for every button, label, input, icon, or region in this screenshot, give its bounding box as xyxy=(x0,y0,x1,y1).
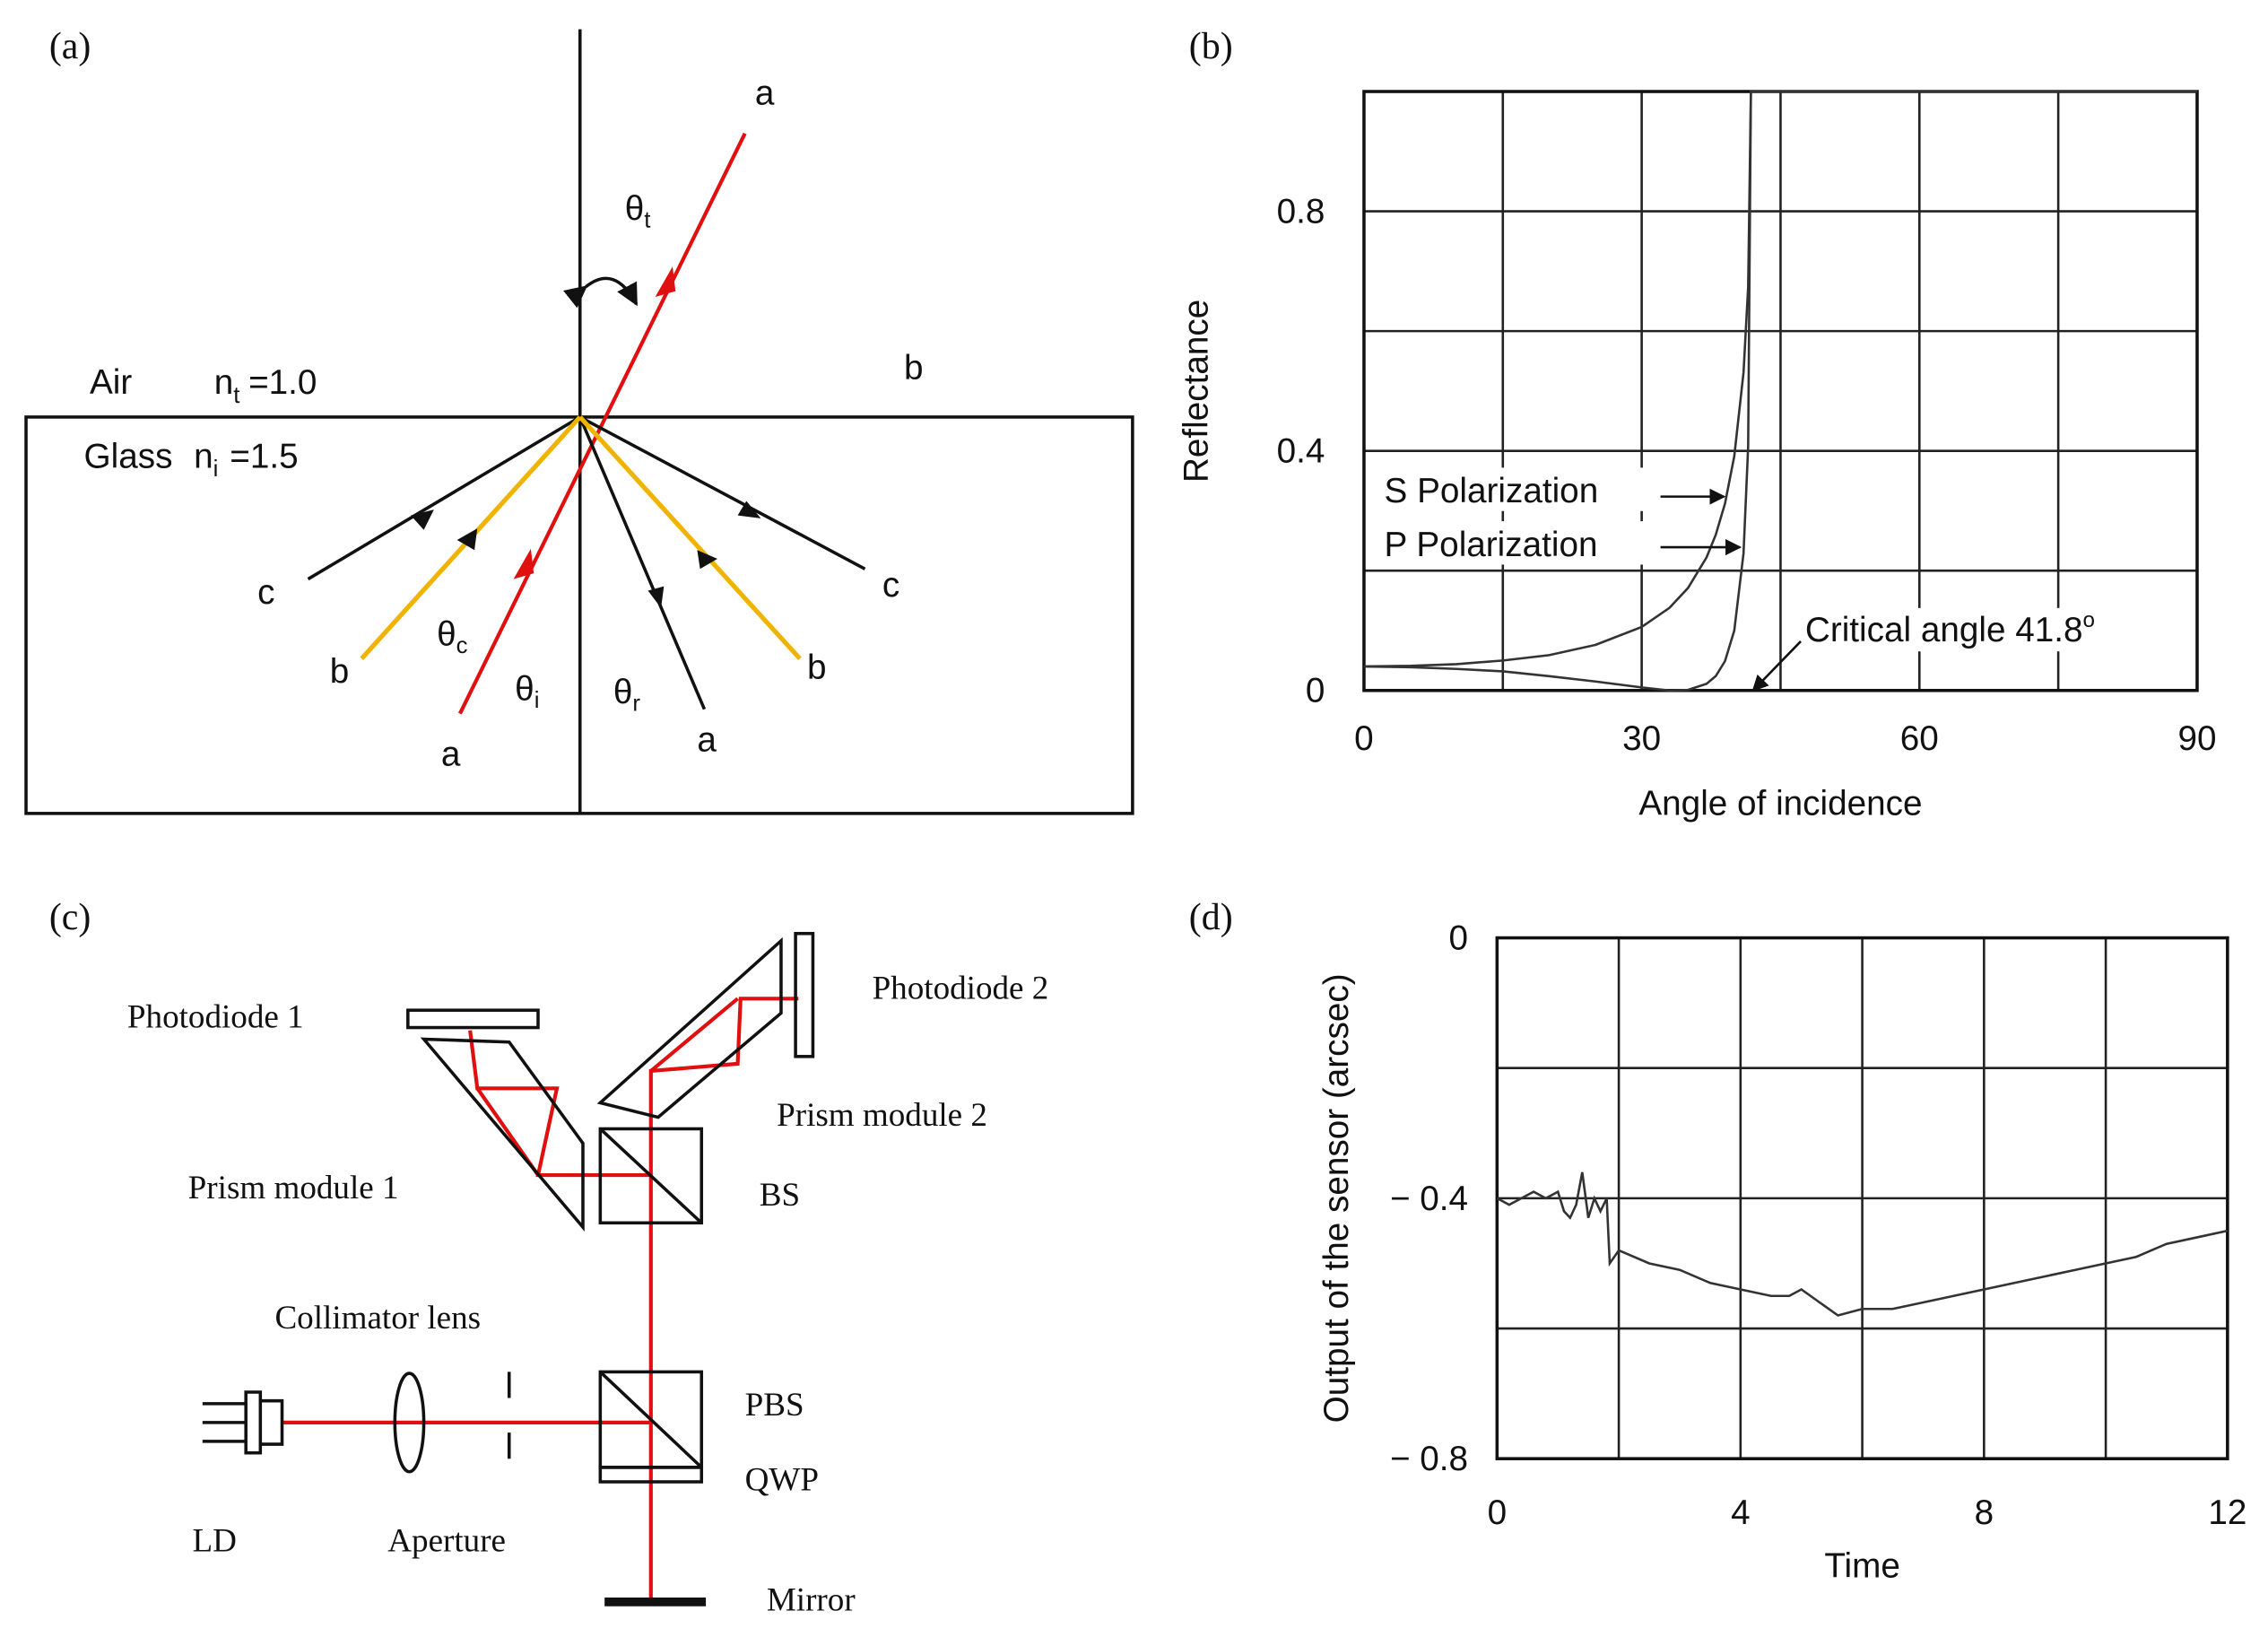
ray-label: a xyxy=(697,721,717,760)
ray-a xyxy=(458,132,747,715)
component-label: Prism module 2 xyxy=(777,1097,987,1134)
y-axis-label: Reflectance xyxy=(1177,300,1216,483)
ray-a-reflected xyxy=(578,416,707,710)
index-value: =1.5 xyxy=(230,437,298,475)
collimator-lens xyxy=(393,1371,426,1474)
symbol: n xyxy=(214,363,234,402)
x-tick-label: 90 xyxy=(2177,719,2216,758)
index-value: =1.0 xyxy=(248,363,317,402)
subscript: c xyxy=(456,633,468,658)
ray-c-out xyxy=(578,415,866,570)
laser-beam xyxy=(649,997,739,1073)
qwp xyxy=(598,1466,704,1484)
symbol: θ xyxy=(437,615,456,654)
photodiode-2 xyxy=(794,931,815,1058)
panel-label: (d) xyxy=(1189,897,1233,938)
component-label: Prism module 1 xyxy=(188,1170,399,1206)
component-label: LD xyxy=(193,1522,237,1559)
ray-c-in xyxy=(307,415,581,581)
medium: Glass xyxy=(84,437,173,475)
panel-label: (b) xyxy=(1189,26,1233,67)
symbol: θ xyxy=(625,190,645,229)
x-axis-label: Time xyxy=(1824,1546,1900,1585)
x-tick-label: 0 xyxy=(1488,1493,1508,1532)
legend-bg xyxy=(1377,521,1647,565)
x-tick-label: 60 xyxy=(1900,719,1939,758)
medium: Air xyxy=(90,363,132,402)
symbol: n xyxy=(194,437,213,475)
x-tick-label: 12 xyxy=(2208,1493,2246,1532)
symbol: θ xyxy=(515,670,534,709)
annotation-arrow xyxy=(1751,640,1802,692)
ray-label: c xyxy=(882,566,899,605)
ray-label: b xyxy=(330,653,350,692)
component-label: PBS xyxy=(745,1387,804,1424)
ray-label: b xyxy=(807,649,827,687)
x-tick-label: 30 xyxy=(1622,719,1661,758)
prism-module-2 xyxy=(596,936,783,1119)
angle-arc xyxy=(563,276,639,309)
subscript: t xyxy=(644,208,650,233)
subscript: t xyxy=(233,383,239,408)
subscript: i xyxy=(213,457,219,482)
laser-diode xyxy=(202,1390,284,1455)
annotation-sup: o xyxy=(2083,608,2095,632)
symbol: θ xyxy=(613,673,633,711)
y-tick-label: 0.4 xyxy=(1277,432,1325,471)
data-line xyxy=(1363,90,2197,668)
bs-diagonal xyxy=(599,1128,703,1224)
angle-label: θr xyxy=(613,673,641,716)
y-tick-label: 0 xyxy=(1449,919,1469,957)
angle-label: θc xyxy=(437,615,468,658)
subscript: i xyxy=(534,688,540,713)
x-axis-label: Angle of incidence xyxy=(1638,784,1922,823)
component-label: Collimator lens xyxy=(274,1300,481,1337)
data-line xyxy=(1363,90,2197,692)
pbs-diagonal xyxy=(599,1371,703,1469)
component-label: BS xyxy=(760,1177,800,1214)
component-label: QWP xyxy=(745,1462,819,1499)
beam-splitter xyxy=(598,1127,704,1225)
annotation-bg xyxy=(1797,607,2073,652)
ray-label: c xyxy=(257,573,274,612)
y-tick-label: 0.8 xyxy=(1277,192,1325,231)
legend-label: S Polarization xyxy=(1385,472,1599,510)
ray-label: a xyxy=(441,736,461,774)
panel-label: (a) xyxy=(49,26,91,67)
ray-label: b xyxy=(904,349,924,387)
angle-label: θi xyxy=(515,670,539,713)
component-label: Aperture xyxy=(387,1522,506,1559)
y-axis-label: Output of the sensor (arcsec) xyxy=(1317,973,1356,1423)
ray-label: a xyxy=(755,74,775,113)
annotation-text: Critical angle 41.8 xyxy=(1805,611,2083,649)
annotation: Critical angle 41.8o xyxy=(1805,608,2095,649)
laser-beam xyxy=(282,997,799,1599)
ray-arrows-black xyxy=(411,501,761,608)
medium-label: Air nt =1.0 xyxy=(90,363,317,408)
medium-label: Glass ni =1.5 xyxy=(84,437,299,482)
ray-b-out xyxy=(578,415,802,661)
y-tick-label: 0 xyxy=(1306,672,1325,710)
x-tick-label: 8 xyxy=(1975,1493,1994,1532)
subscript: r xyxy=(632,691,640,716)
y-tick-label: − 0.8 xyxy=(1390,1440,1468,1478)
prism-module-1 xyxy=(420,1037,585,1232)
legend-label: P Polarization xyxy=(1385,526,1598,564)
data-line xyxy=(1496,1171,2229,1317)
photodiode-1 xyxy=(406,1008,540,1030)
component-label: Photodiode 1 xyxy=(127,999,304,1036)
component-label: Mirror xyxy=(767,1582,856,1619)
panel-label: (c) xyxy=(49,897,91,938)
legend-bg xyxy=(1377,467,1647,511)
x-tick-label: 4 xyxy=(1731,1493,1751,1532)
panel-a: (a) a b c c b b a a Air nt =1.0 Glass ni =1.… xyxy=(24,26,1134,815)
y-tick-label: − 0.4 xyxy=(1390,1180,1468,1218)
ray-arrows xyxy=(513,266,676,579)
angle-label: θt xyxy=(625,190,651,233)
component-label: Photodiode 2 xyxy=(873,970,1049,1006)
x-tick-label: 0 xyxy=(1354,719,1374,758)
panel-c: (c) Photodiode 1 Photodiode 2 Prism modu… xyxy=(49,897,1048,1619)
